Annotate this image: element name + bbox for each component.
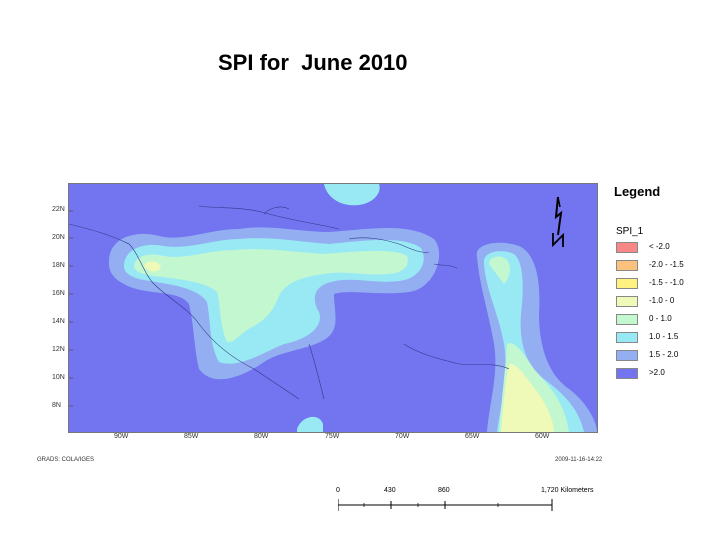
legend-label: -2.0 - -1.5 <box>649 260 684 269</box>
spi-zone-north-bubble <box>324 184 380 206</box>
lat-label: 10N <box>52 374 65 381</box>
legend-label: -1.0 - 0 <box>649 296 675 305</box>
lat-label: 16N <box>52 290 65 297</box>
spi-zone-south-bubble <box>297 416 323 432</box>
legend-label: < -2.0 <box>649 242 670 251</box>
lon-label: 80W <box>254 433 269 440</box>
legend-item: >2.0 <box>616 368 705 380</box>
legend-label: >2.0 <box>649 368 665 377</box>
spi-zone-east-top-inner <box>489 256 511 284</box>
legend-swatch <box>616 296 638 307</box>
legend-layer-name: SPI_1 <box>616 226 644 237</box>
legend-swatch <box>616 260 638 271</box>
legend-label: 0 - 1.0 <box>649 314 672 323</box>
legend-item: 1.5 - 2.0 <box>616 350 705 362</box>
lat-label: 12N <box>52 346 65 353</box>
legend-swatch <box>616 332 638 343</box>
map-canvas <box>69 184 597 432</box>
map-title: SPI for June 2010 <box>218 50 408 75</box>
north-arrow-icon <box>548 195 568 256</box>
legend-swatch <box>616 314 638 325</box>
lon-label: 90W <box>114 433 129 440</box>
lon-label: 65W <box>465 433 480 440</box>
footer-timestamp: 2009-11-16-14:22 <box>555 457 603 463</box>
footer-credit: GRADS: COLA/IGES <box>37 457 95 463</box>
spi-zone-belize-spot <box>144 261 161 272</box>
scale-label: 860 <box>438 487 450 494</box>
legend-swatch <box>616 368 638 379</box>
lon-label: 60W <box>535 433 550 440</box>
lon-label: 70W <box>395 433 410 440</box>
legend-title: Legend <box>614 184 661 199</box>
legend-label: 1.5 - 2.0 <box>649 350 679 359</box>
legend-label: -1.5 - -1.0 <box>649 278 684 287</box>
spi-map[interactable] <box>68 183 598 433</box>
lat-label: 14N <box>52 318 65 325</box>
legend-item: -1.5 - -1.0 <box>616 278 705 290</box>
lat-label: 20N <box>52 234 65 241</box>
scale-bar: 0 430 860 1,720 Kilometers <box>336 487 616 517</box>
scale-label: 0 <box>336 487 340 494</box>
legend: Legend SPI_1 < -2.0 -2.0 - -1.5 -1.5 - -… <box>614 184 684 379</box>
legend-swatch <box>616 350 638 361</box>
lon-label: 85W <box>184 433 199 440</box>
lat-label: 22N <box>52 206 65 213</box>
scale-bar-graphic <box>338 499 553 511</box>
legend-item: 0 - 1.0 <box>616 314 705 326</box>
spi-zone-east-yellow <box>501 363 554 432</box>
legend-item: -1.0 - 0 <box>616 296 705 308</box>
scale-label: 1,720 Kilometers <box>541 487 594 494</box>
lat-label: 18N <box>52 262 65 269</box>
legend-swatch <box>616 278 638 289</box>
spi-zone-central-inner <box>134 249 408 343</box>
legend-item: < -2.0 <box>616 242 705 254</box>
lon-label: 75W <box>325 433 340 440</box>
coastlines <box>69 205 510 400</box>
scale-label: 430 <box>384 487 396 494</box>
legend-item: -2.0 - -1.5 <box>616 260 705 272</box>
lat-label: 8N <box>52 402 61 409</box>
legend-item: 1.0 - 1.5 <box>616 332 705 344</box>
legend-swatch <box>616 242 638 253</box>
graticule-ticks <box>69 210 73 407</box>
legend-label: 1.0 - 1.5 <box>649 332 679 341</box>
